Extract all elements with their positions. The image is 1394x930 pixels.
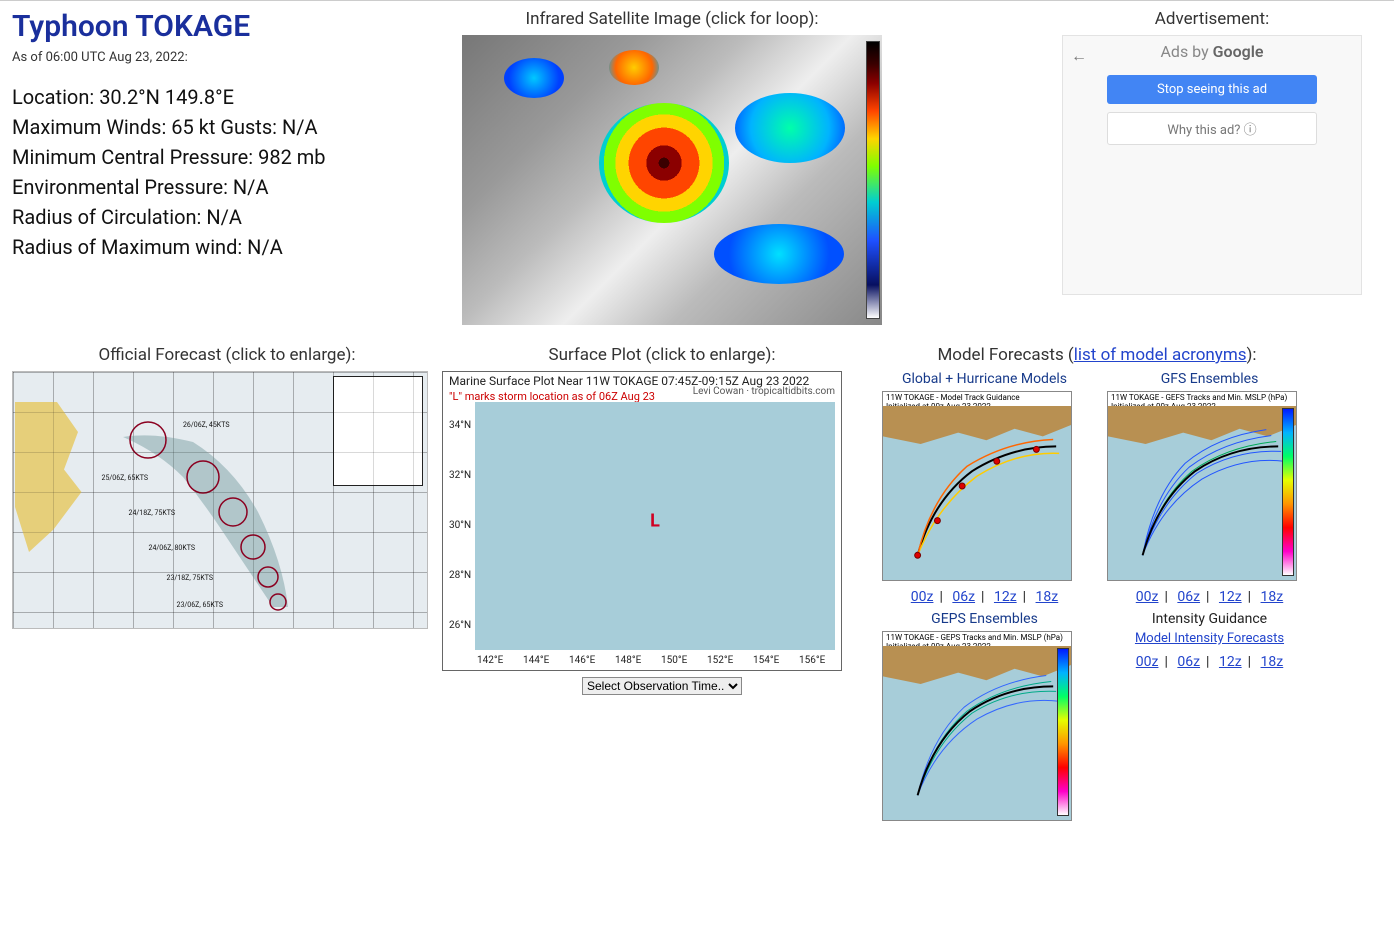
model-acronyms-link[interactable]: list of model acronyms bbox=[1074, 345, 1247, 365]
stat-envpres: Environmental Pressure: N/A bbox=[12, 173, 432, 201]
stat-pressure: Minimum Central Pressure: 982 mb bbox=[12, 143, 432, 171]
forecast-legend bbox=[333, 376, 423, 486]
surface-header: Surface Plot (click to enlarge): bbox=[442, 345, 882, 365]
ad-brand: Ads by Google bbox=[1063, 42, 1361, 61]
stat-radcirc: Radius of Circulation: N/A bbox=[12, 203, 432, 231]
satellite-header: Infrared Satellite Image (click for loop… bbox=[432, 9, 912, 29]
gfs-ensembles-label: GFS Ensembles bbox=[1107, 371, 1312, 387]
geps-ensembles-thumb[interactable]: 11W TOKAGE - GEPS Tracks and Min. MSLP (… bbox=[882, 631, 1072, 821]
forecast-map[interactable]: 23/06Z, 65KTS 23/18Z, 75KTS 24/06Z, 80KT… bbox=[12, 371, 428, 629]
geps-ensembles-label: GEPS Ensembles bbox=[882, 611, 1087, 627]
cycle-link[interactable]: 00z bbox=[911, 589, 934, 605]
cycle-link[interactable]: 12z bbox=[1219, 654, 1242, 670]
cycle-link[interactable]: 12z bbox=[994, 589, 1017, 605]
cycle-link[interactable]: 00z bbox=[1136, 589, 1159, 605]
ad-header: Advertisement: bbox=[1042, 9, 1382, 29]
cycle-link[interactable]: 00z bbox=[1136, 654, 1159, 670]
svg-text:23/06Z, 65KTS: 23/06Z, 65KTS bbox=[177, 601, 223, 609]
stat-location: Location: 30.2°N 149.8°E bbox=[12, 83, 432, 111]
svg-text:24/06Z, 80KTS: 24/06Z, 80KTS bbox=[149, 544, 195, 552]
observation-time-select[interactable]: Select Observation Time... bbox=[582, 677, 742, 695]
gfs-ensembles-thumb[interactable]: 11W TOKAGE - GEFS Tracks and Min. MSLP (… bbox=[1107, 391, 1297, 581]
ad-back-icon[interactable]: ← bbox=[1071, 46, 1087, 66]
svg-text:26/06Z, 45KTS: 26/06Z, 45KTS bbox=[183, 421, 229, 429]
intensity-guidance-label: Intensity Guidance bbox=[1107, 611, 1312, 627]
stat-radmax: Radius of Maximum wind: N/A bbox=[12, 233, 432, 261]
satellite-image[interactable]: Himawari-8 Channel 13 (IR) Brightness Te… bbox=[462, 35, 882, 325]
storm-info-panel: Typhoon TOKAGE As of 06:00 UTC Aug 23, 2… bbox=[12, 9, 432, 263]
svg-text:25/06Z, 65KTS: 25/06Z, 65KTS bbox=[102, 474, 148, 482]
gfs-cycle-links: 00z| 06z| 12z| 18z bbox=[1107, 589, 1312, 605]
models-header: Model Forecasts (list of model acronyms)… bbox=[882, 345, 1312, 365]
cycle-link[interactable]: 06z bbox=[1177, 589, 1200, 605]
stat-winds: Maximum Winds: 65 kt Gusts: N/A bbox=[12, 113, 432, 141]
ad-stop-button[interactable]: Stop seeing this ad bbox=[1107, 75, 1317, 104]
surface-source: Levi Cowan · tropicaltidbits.com bbox=[693, 386, 835, 397]
satellite-colorbar bbox=[866, 41, 880, 319]
surface-l-marker: L bbox=[650, 511, 660, 532]
intensity-forecasts-link[interactable]: Model Intensity Forecasts bbox=[1107, 631, 1312, 646]
svg-text:24/18Z, 75KTS: 24/18Z, 75KTS bbox=[129, 509, 175, 517]
global-cycle-links: 00z| 06z| 12z| 18z bbox=[882, 589, 1087, 605]
cycle-link[interactable]: 18z bbox=[1261, 589, 1284, 605]
cycle-link[interactable]: 06z bbox=[1177, 654, 1200, 670]
global-models-thumb[interactable]: 11W TOKAGE - Model Track GuidanceInitial… bbox=[882, 391, 1072, 581]
forecast-header: Official Forecast (click to enlarge): bbox=[12, 345, 442, 365]
storm-asof: As of 06:00 UTC Aug 23, 2022: bbox=[12, 50, 432, 65]
storm-title: Typhoon TOKAGE bbox=[12, 9, 432, 44]
global-models-label: Global + Hurricane Models bbox=[882, 371, 1087, 387]
cycle-link[interactable]: 06z bbox=[952, 589, 975, 605]
ad-why-button[interactable]: Why this ad? bbox=[1107, 112, 1317, 145]
surface-map[interactable]: Marine Surface Plot Near 11W TOKAGE 07:4… bbox=[442, 371, 842, 671]
svg-text:23/18Z, 75KTS: 23/18Z, 75KTS bbox=[167, 574, 213, 582]
cycle-link[interactable]: 18z bbox=[1036, 589, 1059, 605]
cycle-link[interactable]: 18z bbox=[1261, 654, 1284, 670]
ad-box: ← Ads by Google Stop seeing this ad Why … bbox=[1062, 35, 1362, 295]
cycle-link[interactable]: 12z bbox=[1219, 589, 1242, 605]
intensity-cycle-links: 00z| 06z| 12z| 18z bbox=[1107, 654, 1312, 670]
